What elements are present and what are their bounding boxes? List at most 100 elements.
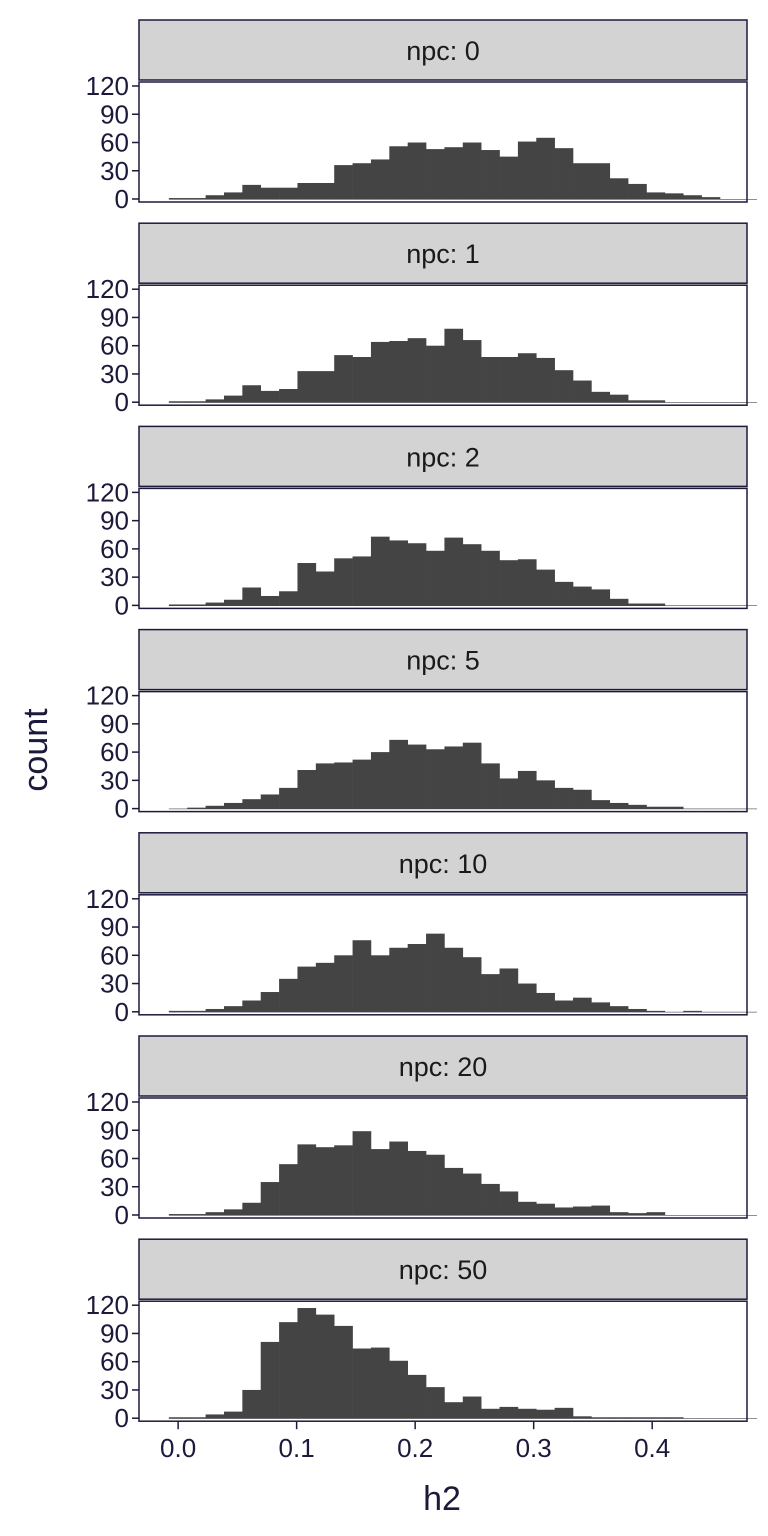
histogram-bar (462, 340, 482, 403)
histogram-bar (352, 759, 372, 810)
y-tick-label: 30 (100, 156, 129, 186)
histogram-bar (536, 1409, 555, 1419)
histogram-bar (499, 778, 519, 810)
histogram-bar (187, 198, 206, 200)
histogram-bar (260, 992, 280, 1013)
histogram-bar (334, 355, 353, 403)
histogram-bars (168, 137, 758, 200)
histogram-bar (664, 806, 684, 810)
histogram-bar (223, 802, 243, 810)
histogram-bar (683, 402, 702, 403)
histogram-bars (168, 536, 758, 606)
facet-strip (138, 19, 748, 81)
histogram-bar (609, 598, 629, 606)
histogram-bar (444, 947, 464, 1013)
y-tick-label: 0 (115, 1403, 129, 1433)
histogram-bar (628, 183, 647, 200)
histogram-bar (573, 1206, 592, 1216)
histogram-bar (573, 380, 592, 403)
y-tick-label: 90 (100, 1115, 129, 1145)
histogram-bar (187, 604, 206, 606)
histogram-bar (279, 978, 298, 1013)
histogram-bar (426, 345, 445, 403)
histogram-bar (646, 192, 666, 200)
y-tick-label: 30 (100, 1172, 129, 1202)
histogram-bar (683, 1215, 702, 1216)
histogram-bar (646, 1417, 666, 1419)
histogram-bar (370, 1347, 390, 1419)
histogram-bar (334, 1325, 353, 1419)
histogram-bar (407, 744, 427, 810)
histogram-bar (297, 371, 317, 403)
histogram-bar (407, 1150, 427, 1216)
histogram-bar (352, 556, 372, 606)
y-tick-label: 120 (86, 681, 129, 711)
histogram-bar (315, 763, 335, 810)
histogram-bar (352, 1131, 372, 1216)
histogram-bar (719, 1215, 739, 1216)
histogram-bar (462, 742, 482, 810)
histogram-bar (223, 1006, 243, 1013)
histogram-bar (462, 142, 482, 200)
x-tick-label: 0.0 (160, 1433, 196, 1463)
histogram-bar (481, 1408, 500, 1419)
histogram-bar (444, 328, 464, 403)
histogram-bar (315, 962, 335, 1013)
histogram-bar (334, 558, 353, 606)
histogram-bar (628, 400, 647, 403)
histogram-bar (297, 966, 317, 1013)
histogram-bar (554, 1407, 574, 1419)
histogram-bar (260, 1182, 280, 1216)
histogram-bar (205, 1414, 225, 1419)
histogram-bar (517, 983, 537, 1013)
x-tick-label: 0.2 (397, 1433, 433, 1463)
y-tick-label: 30 (100, 1375, 129, 1405)
y-tick-label: 60 (100, 331, 129, 361)
histogram-bar (719, 808, 739, 810)
histogram-bar (370, 955, 390, 1013)
histogram-bar (609, 1006, 629, 1013)
facet-strip-label: npc: 5 (406, 646, 480, 676)
histogram-bar (205, 195, 225, 200)
facet-strip-label: npc: 0 (406, 36, 480, 66)
histogram-bar (223, 1209, 243, 1216)
histogram-bar (444, 147, 464, 200)
histogram-bar (517, 353, 537, 403)
histogram-bar (554, 1207, 574, 1216)
histogram-bar (297, 1308, 317, 1419)
facet-strip (138, 628, 748, 691)
histogram-bar (591, 1002, 611, 1013)
histogram-bar (205, 1008, 225, 1013)
y-tick-label: 90 (100, 302, 129, 332)
histogram-bar (701, 1011, 721, 1013)
facet-strip-label: npc: 2 (406, 442, 480, 472)
histogram-bar (554, 370, 574, 403)
y-tick-label: 90 (100, 912, 129, 942)
y-tick-label: 60 (100, 128, 129, 158)
histogram-bar (444, 1167, 464, 1216)
histogram-bar (426, 550, 445, 606)
histogram-bar (481, 357, 500, 403)
histogram-bar (591, 589, 611, 606)
histogram-bar (370, 536, 390, 606)
histogram-bar (646, 603, 666, 606)
histogram-bar (279, 787, 298, 810)
histogram-bar (315, 182, 335, 200)
histogram-bar (499, 968, 519, 1013)
y-tick-label: 60 (100, 737, 129, 767)
histogram-bar (279, 1164, 298, 1216)
y-tick-label: 0 (115, 387, 129, 417)
histogram-bar (517, 1201, 537, 1216)
x-tick-label: 0.3 (516, 1433, 552, 1463)
x-axis: 0.0 0.1 0.2 0.3 0.4 (160, 1421, 670, 1463)
histogram-bar (260, 187, 280, 200)
y-tick-label: 120 (86, 1087, 129, 1117)
histogram-bar (609, 394, 629, 403)
y-tick-label: 120 (86, 884, 129, 914)
histogram-bar (205, 399, 225, 403)
histogram-bar (279, 187, 298, 200)
